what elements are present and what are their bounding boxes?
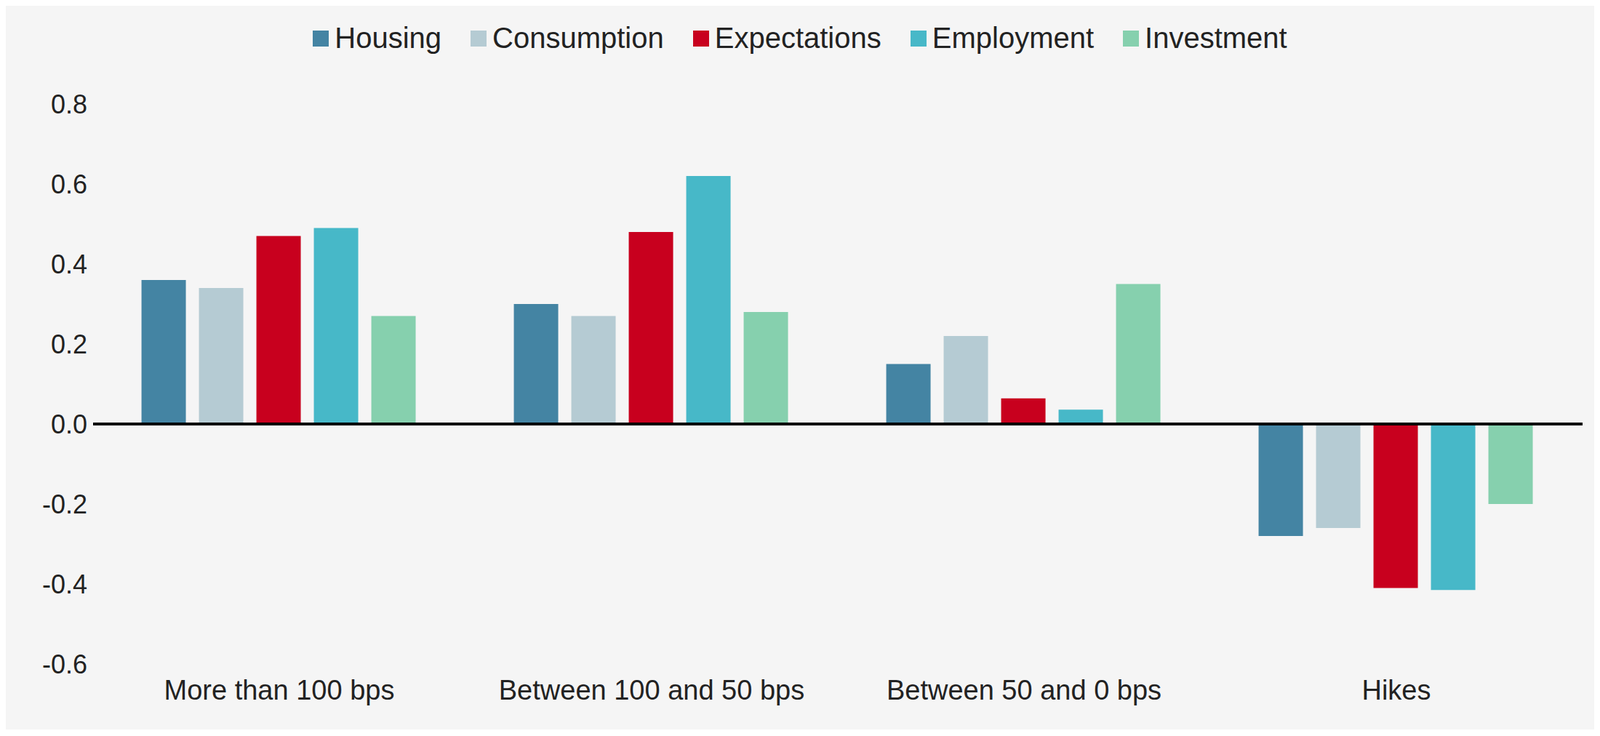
svg-text:Between 50 and 0 bps: Between 50 and 0 bps <box>886 674 1162 706</box>
svg-text:0.4: 0.4 <box>50 249 88 280</box>
svg-text:0.8: 0.8 <box>50 89 88 120</box>
html-text:Employment: Employment <box>932 21 1094 54</box>
svg-text:-0.4: -0.4 <box>42 569 88 600</box>
svg-text:-0.2: -0.2 <box>42 489 88 520</box>
html-text:Housing: Housing <box>334 21 442 54</box>
svg-text:-0.6: -0.6 <box>42 649 88 680</box>
html-text:Consumption: Consumption <box>492 21 664 54</box>
svg-text:More than 100 bps: More than 100 bps <box>164 674 395 706</box>
svg-text:Between 100 and 50 bps: Between 100 and 50 bps <box>498 674 805 706</box>
svg-text:0.6: 0.6 <box>50 169 88 200</box>
svg-text:0.0: 0.0 <box>50 409 88 440</box>
html-text:Investment: Investment <box>1144 21 1288 54</box>
svg-text:Hikes: Hikes <box>1361 674 1431 706</box>
html-text:Expectations: Expectations <box>714 21 882 54</box>
svg-text:0.2: 0.2 <box>50 329 88 360</box>
